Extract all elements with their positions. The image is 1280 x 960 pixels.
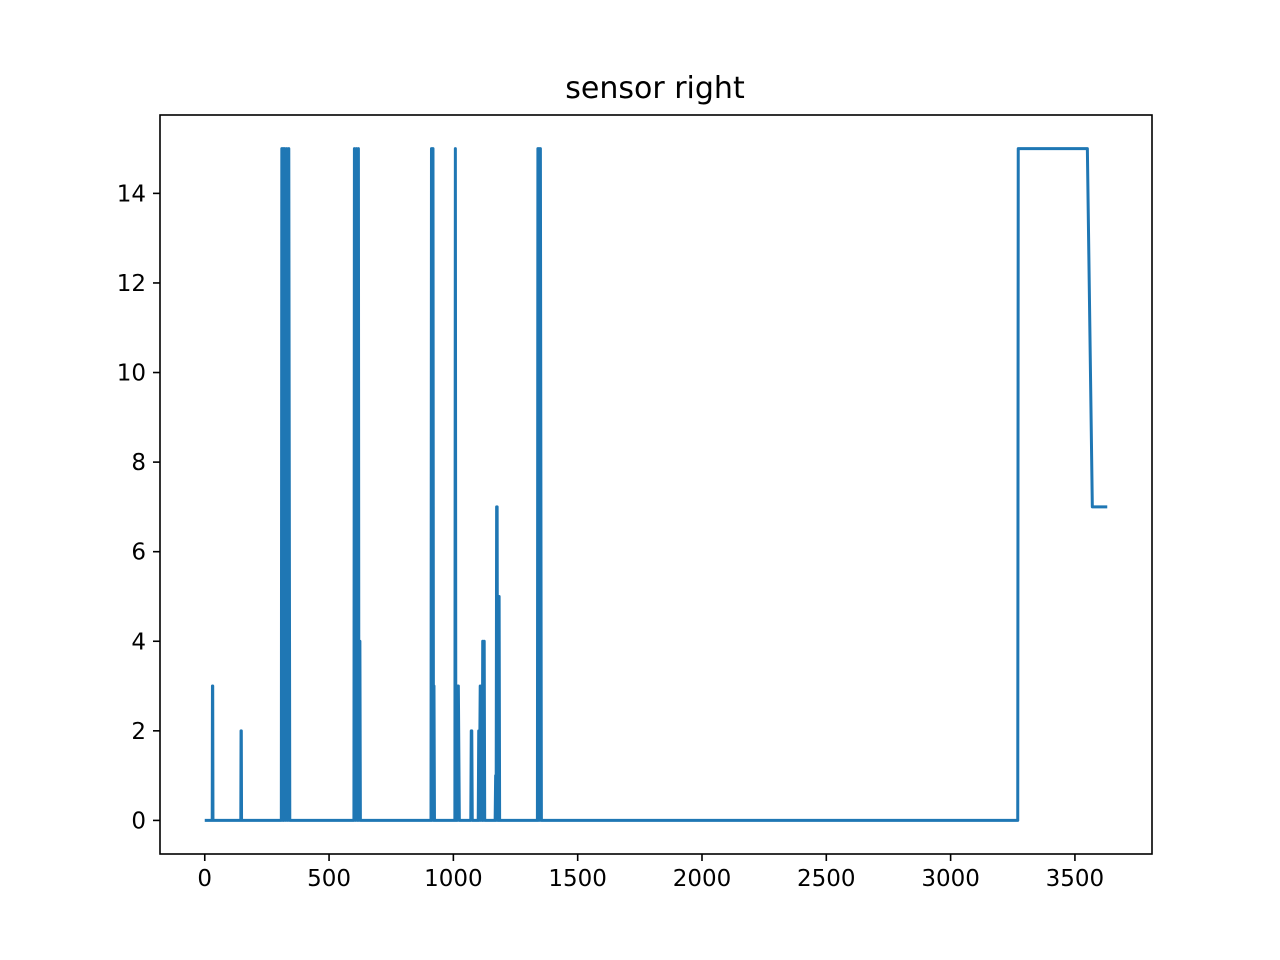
x-tick-label: 1500 <box>548 866 607 892</box>
y-tick-label: 14 <box>117 181 146 207</box>
x-tick-label: 3000 <box>921 866 980 892</box>
y-tick-label: 0 <box>131 808 146 834</box>
y-tick-label: 8 <box>131 450 146 476</box>
x-tick-label: 500 <box>307 866 351 892</box>
y-tick-label: 2 <box>131 719 146 745</box>
x-tick-label: 0 <box>197 866 212 892</box>
x-axis: 0 500 1000 1500 2000 2500 3000 3500 <box>197 854 1104 892</box>
x-tick-label: 2500 <box>797 866 856 892</box>
x-tick-label: 2000 <box>673 866 732 892</box>
chart-title: sensor right <box>565 71 745 106</box>
y-tick-label: 6 <box>131 540 146 566</box>
plot-area <box>204 147 1108 822</box>
y-tick-label: 10 <box>117 361 146 387</box>
x-tick-label: 1000 <box>424 866 483 892</box>
y-axis: 0 2 4 6 8 10 12 14 <box>117 181 160 834</box>
series-line-0 <box>204 147 1108 822</box>
x-tick-label: 3500 <box>1046 866 1105 892</box>
axes-frame <box>159 114 1153 855</box>
y-tick-label: 12 <box>117 271 146 297</box>
y-tick-label: 4 <box>131 629 146 655</box>
